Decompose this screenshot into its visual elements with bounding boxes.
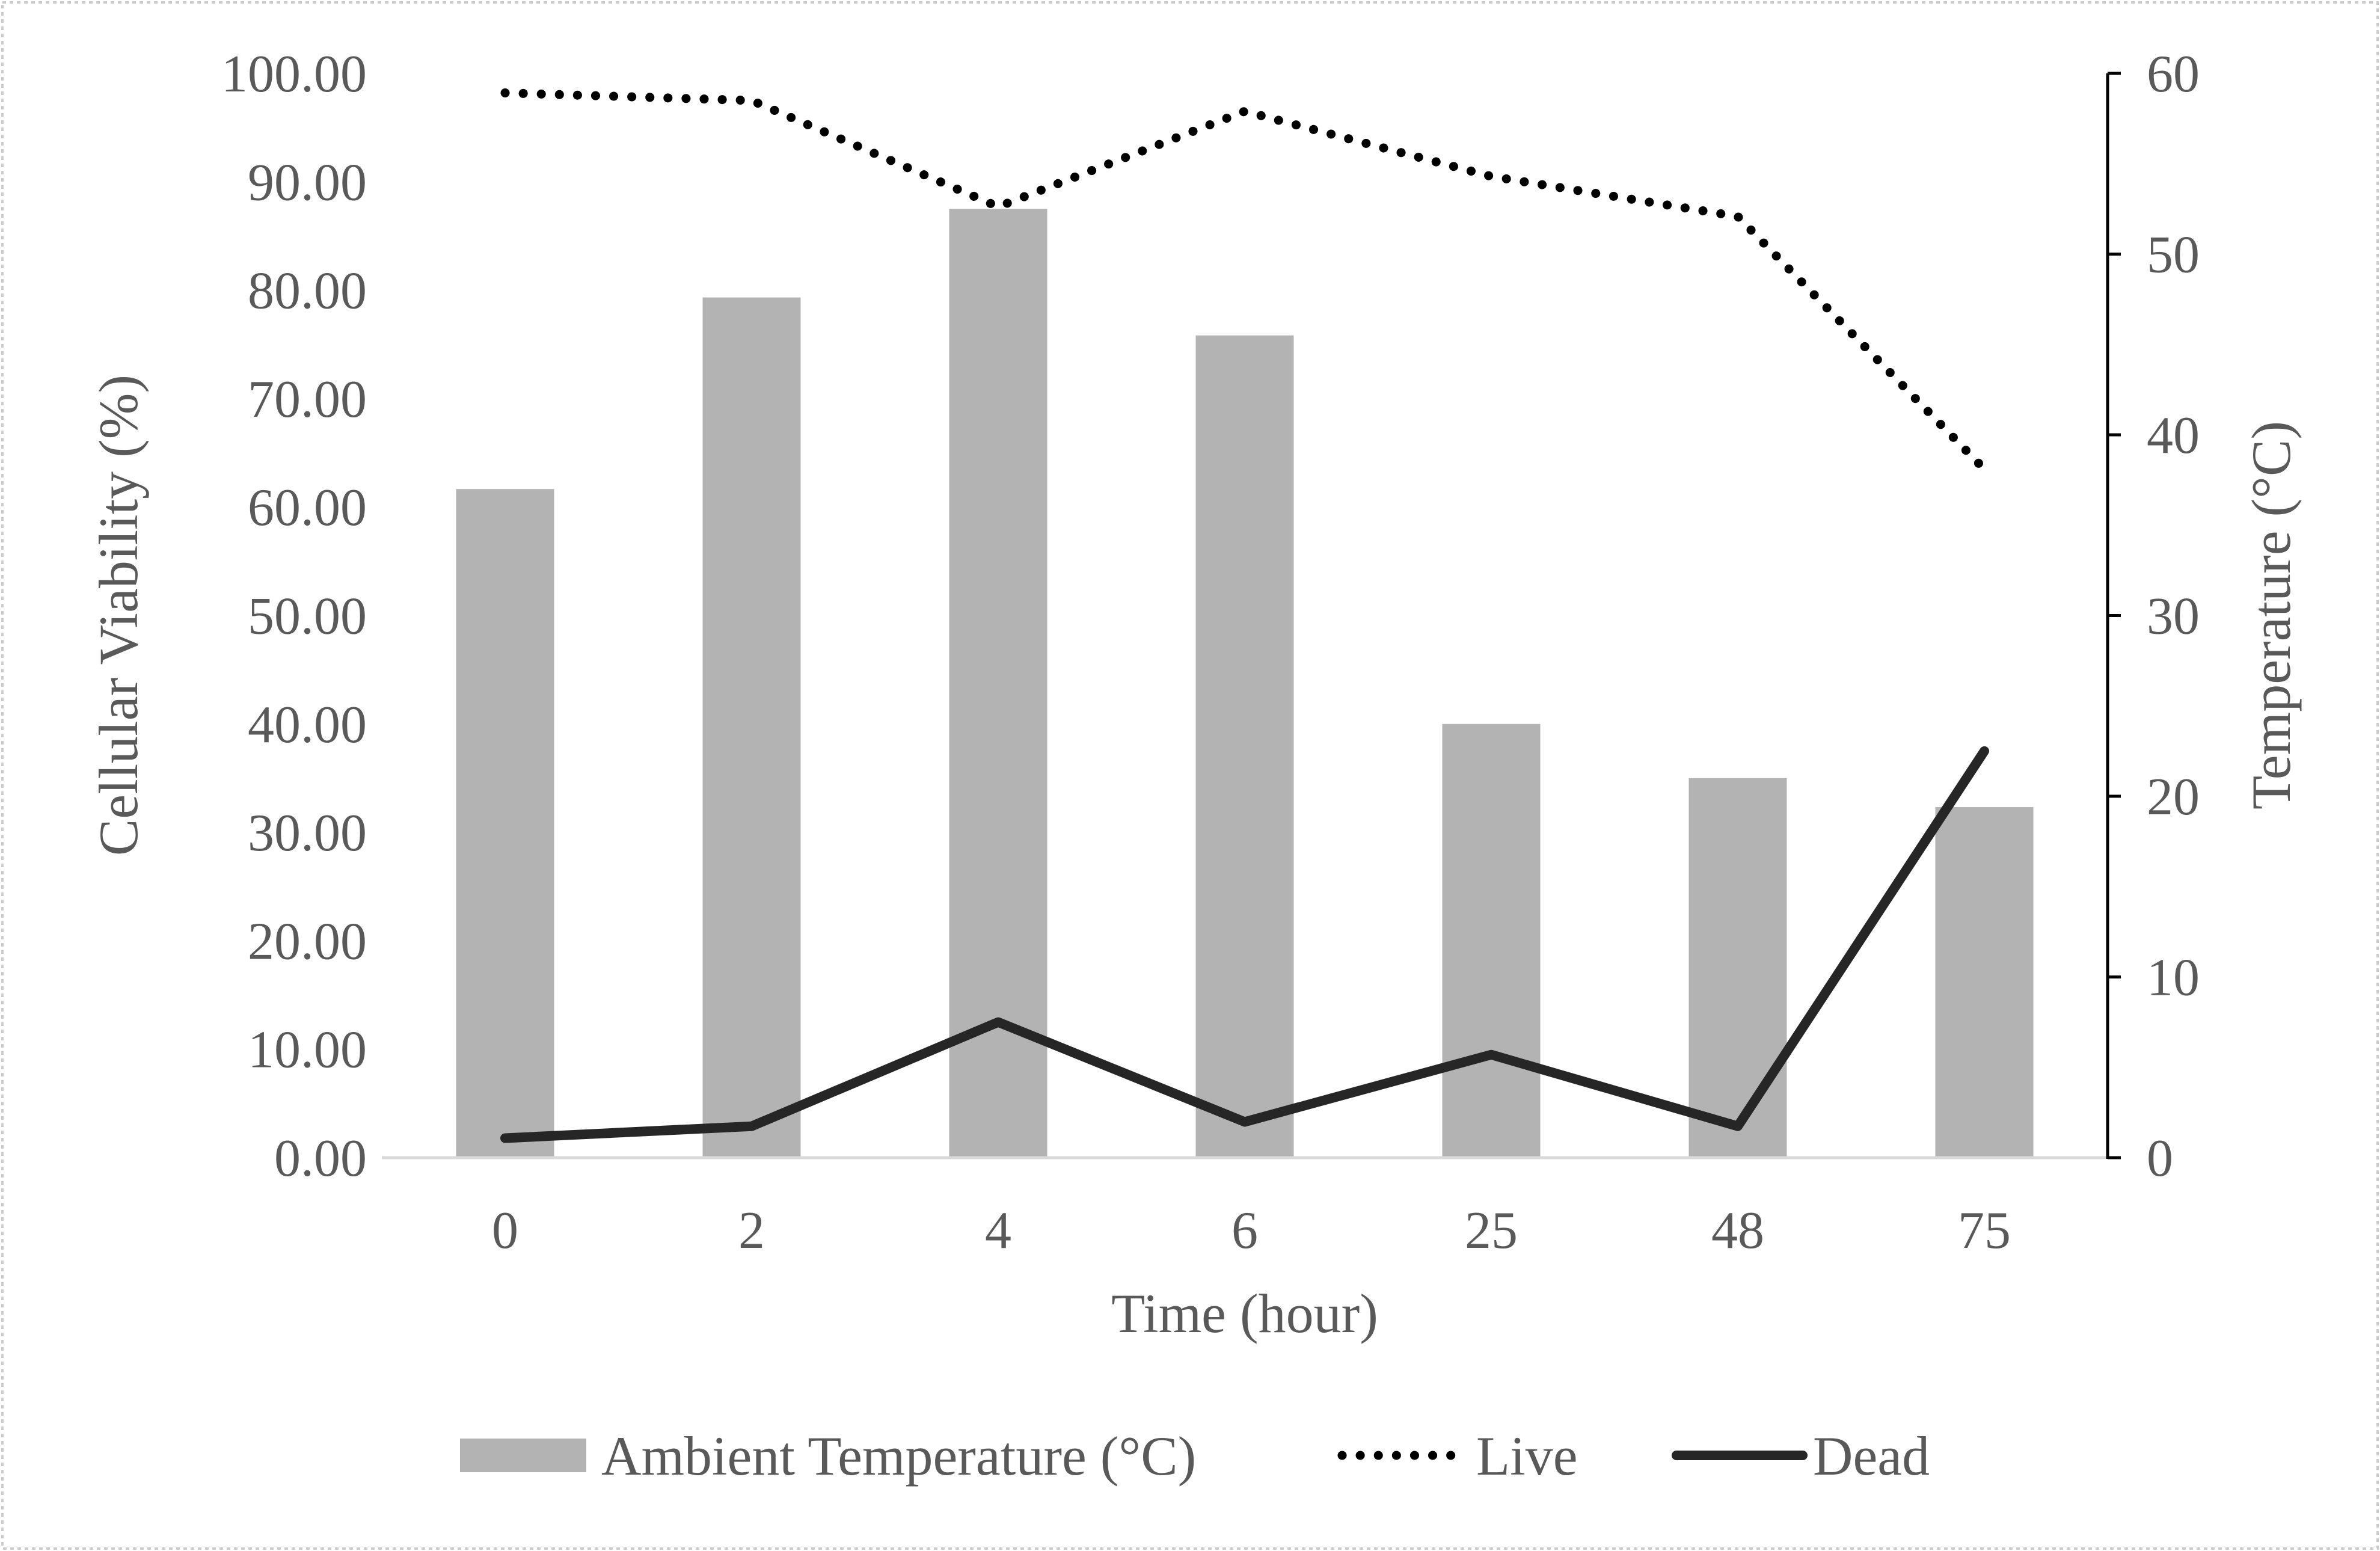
x-tick-label-2: 2 [738, 1202, 765, 1260]
legend-swatch-ambient-temperature [460, 1439, 586, 1472]
legend-label-dead: Dead [1813, 1425, 1930, 1487]
left-tick-label-70.00: 70.00 [248, 370, 367, 429]
legend-label-ambient-temperature: Ambient Temperature (°C) [601, 1425, 1196, 1487]
series-line-live [500, 88, 1989, 474]
left-tick-label-60.00: 60.00 [248, 479, 367, 537]
bar-ambient-temperature-25 [1442, 723, 1541, 1158]
left-tick-label-90.00: 90.00 [248, 153, 367, 212]
labels-layer: 0.00 10.00 20.00 30.00 40.00 50.00 60.00 70.00 8… [88, 45, 2302, 1344]
x-axis-title: Time (hour) [1111, 1283, 1378, 1344]
left-axis-title: Cellular Viability (%) [88, 375, 149, 856]
left-tick-label-30.00: 30.00 [248, 804, 367, 862]
x-tick-label-75: 75 [1958, 1202, 2011, 1260]
bar-ambient-temperature-6 [1195, 335, 1294, 1158]
x-tick-label-4: 4 [985, 1202, 1011, 1260]
legend-label-live: Live [1476, 1425, 1578, 1487]
left-tick-label-0.00: 0.00 [274, 1129, 367, 1188]
bar-ambient-temperature-0 [456, 489, 554, 1158]
left-tick-label-20.00: 20.00 [248, 912, 367, 971]
right-tick-label-20: 20 [2147, 768, 2200, 826]
bar-ambient-temperature-48 [1688, 778, 1787, 1158]
right-tick-label-10: 10 [2147, 949, 2200, 1007]
left-tick-label-100.00: 100.00 [221, 45, 367, 103]
x-tick-label-6: 6 [1231, 1202, 1258, 1260]
left-tick-label-80.00: 80.00 [248, 262, 367, 321]
lines-layer [500, 88, 1989, 1143]
right-tick-label-0: 0 [2147, 1129, 2173, 1188]
x-tick-label-0: 0 [492, 1202, 518, 1260]
bar-ambient-temperature-75 [1935, 807, 2034, 1158]
right-tick-label-60: 60 [2147, 45, 2200, 103]
left-tick-label-10.00: 10.00 [248, 1021, 367, 1080]
bar-ambient-temperature-2 [702, 297, 801, 1158]
axes-layer [382, 72, 2121, 1159]
right-tick-label-50: 50 [2147, 226, 2200, 284]
bar-ambient-temperature-4 [949, 209, 1047, 1158]
legend: Ambient Temperature (°C) Live Dead [460, 1425, 1930, 1487]
x-tick-label-25: 25 [1465, 1202, 1518, 1260]
x-tick-label-48: 48 [1711, 1202, 1764, 1260]
left-tick-label-40.00: 40.00 [248, 696, 367, 754]
right-tick-label-30: 30 [2147, 588, 2200, 646]
right-axis-title: Temperature (°C) [2240, 421, 2302, 809]
right-tick-label-40: 40 [2147, 407, 2200, 465]
bars-layer [456, 209, 2034, 1158]
left-tick-label-50.00: 50.00 [248, 588, 367, 646]
series-line-dead [500, 746, 1989, 1143]
